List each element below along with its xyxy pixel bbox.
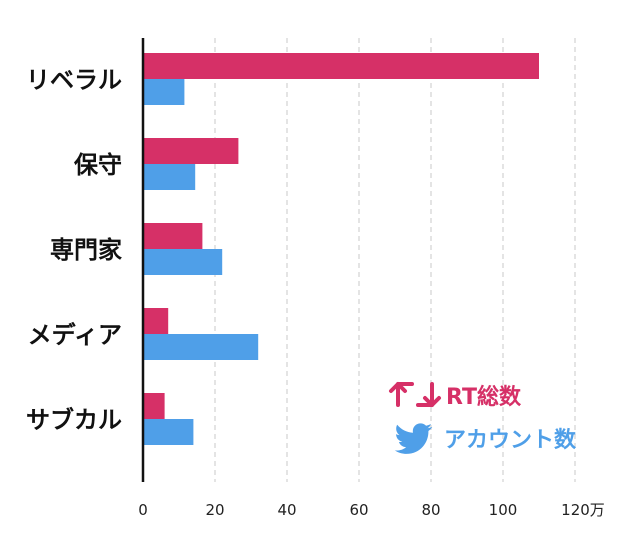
bar-rt-3 (143, 308, 169, 334)
bar-rt-0 (143, 53, 539, 79)
legend-label-rt: RT総数 (446, 384, 522, 410)
bar-rt-4 (143, 393, 165, 419)
retweet-icon (389, 382, 441, 407)
bar-accounts-0 (143, 79, 185, 105)
x-tick-label: 100 (489, 501, 518, 519)
bar-rt-2 (143, 223, 203, 249)
grid-lines (214, 38, 576, 482)
category-label: リベラル (26, 66, 122, 94)
legend-label-accounts: アカウント数 (444, 427, 577, 453)
bar-accounts-3 (143, 334, 259, 360)
x-tick-labels: 0 20 40 60 80 100 120万 (138, 501, 605, 519)
x-tick-label: 60 (349, 501, 368, 519)
legend: RT総数 アカウント数 (389, 382, 577, 454)
legend-item-accounts: アカウント数 (394, 423, 577, 454)
category-label: 専門家 (50, 236, 122, 264)
bar-accounts-4 (143, 419, 194, 445)
bar-accounts-2 (143, 249, 223, 275)
x-tick-label: 80 (421, 501, 440, 519)
bar-accounts-1 (143, 164, 196, 190)
category-label: サブカル (26, 406, 122, 434)
category-label: メディア (28, 321, 122, 349)
legend-item-rt: RT総数 (389, 382, 522, 410)
category-label: 保守 (73, 151, 122, 179)
x-tick-label: 120万 (561, 501, 605, 519)
bars (143, 53, 539, 445)
x-tick-label: 40 (277, 501, 296, 519)
x-tick-label: 0 (138, 501, 148, 519)
bar-rt-1 (143, 138, 239, 164)
x-tick-label: 20 (205, 501, 224, 519)
twitter-bird-icon (394, 423, 433, 454)
